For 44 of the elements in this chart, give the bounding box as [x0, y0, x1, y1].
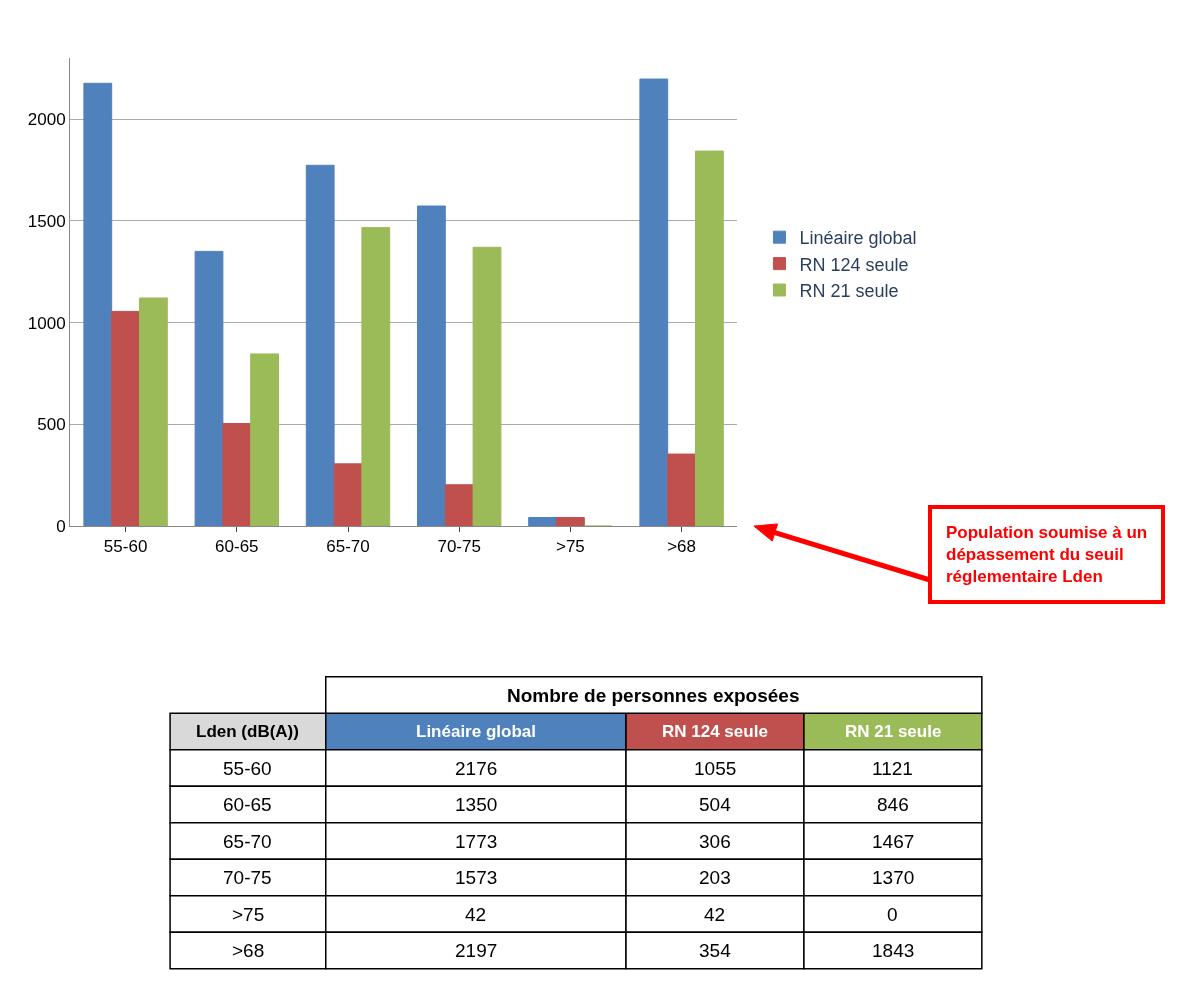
data-label: 846: [877, 794, 909, 815]
legend-label: RN 21 seule: [799, 281, 899, 302]
category-label: >68: [232, 940, 265, 961]
data-label: 1843: [872, 940, 915, 961]
data-label: 203: [699, 867, 731, 888]
data-label: 1467: [872, 831, 915, 852]
data-label: 1121: [872, 758, 913, 779]
data-label: 306: [699, 831, 731, 852]
data-label: 2176: [455, 758, 498, 779]
data-label: 1055: [694, 758, 737, 779]
text: Population soumise à un dépassement du seuil réglementaire Lden: [946, 523, 1148, 587]
category-label: 60-65: [223, 794, 272, 815]
y-tick-label: 0: [56, 517, 66, 537]
series-label: RN 124 seule: [662, 722, 768, 741]
legend-label: Linéaire global: [799, 228, 917, 249]
category-label: 70-75: [223, 867, 272, 888]
data-label: 42: [465, 904, 487, 925]
series-label: Linéaire global: [416, 722, 536, 741]
series-label: RN 21 seule: [845, 722, 942, 741]
legend-label: RN 124 seule: [799, 254, 909, 275]
data-label: 504: [699, 794, 732, 815]
x-tick-label: >75: [555, 537, 585, 557]
data-label: 42: [704, 904, 726, 925]
x-tick-label: 55-60: [103, 537, 148, 557]
text: Nombre de personnes exposées: [507, 685, 800, 706]
data-label: 1573: [455, 867, 498, 888]
x-tick-label: >68: [667, 537, 697, 557]
data-label: 1370: [872, 867, 915, 888]
y-tick-label: 1500: [27, 211, 66, 231]
data-label: 1773: [455, 831, 498, 852]
x-tick-label: 65-70: [326, 537, 370, 557]
y-tick-label: 2000: [27, 110, 66, 130]
category-label: >75: [232, 904, 265, 925]
x-tick-label: 60-65: [215, 537, 259, 557]
y-tick-label: 500: [37, 415, 66, 435]
text: Lden (dB(A)): [196, 722, 299, 741]
category-label: 65-70: [223, 831, 272, 852]
category-label: 55-60: [223, 758, 272, 779]
data-label: 354: [699, 940, 732, 961]
y-tick-label: 1000: [27, 313, 66, 333]
data-label: 1350: [455, 794, 498, 815]
x-tick-label: 70-75: [437, 537, 481, 557]
data-label: 2197: [455, 940, 498, 961]
data-label: 0: [887, 904, 898, 925]
